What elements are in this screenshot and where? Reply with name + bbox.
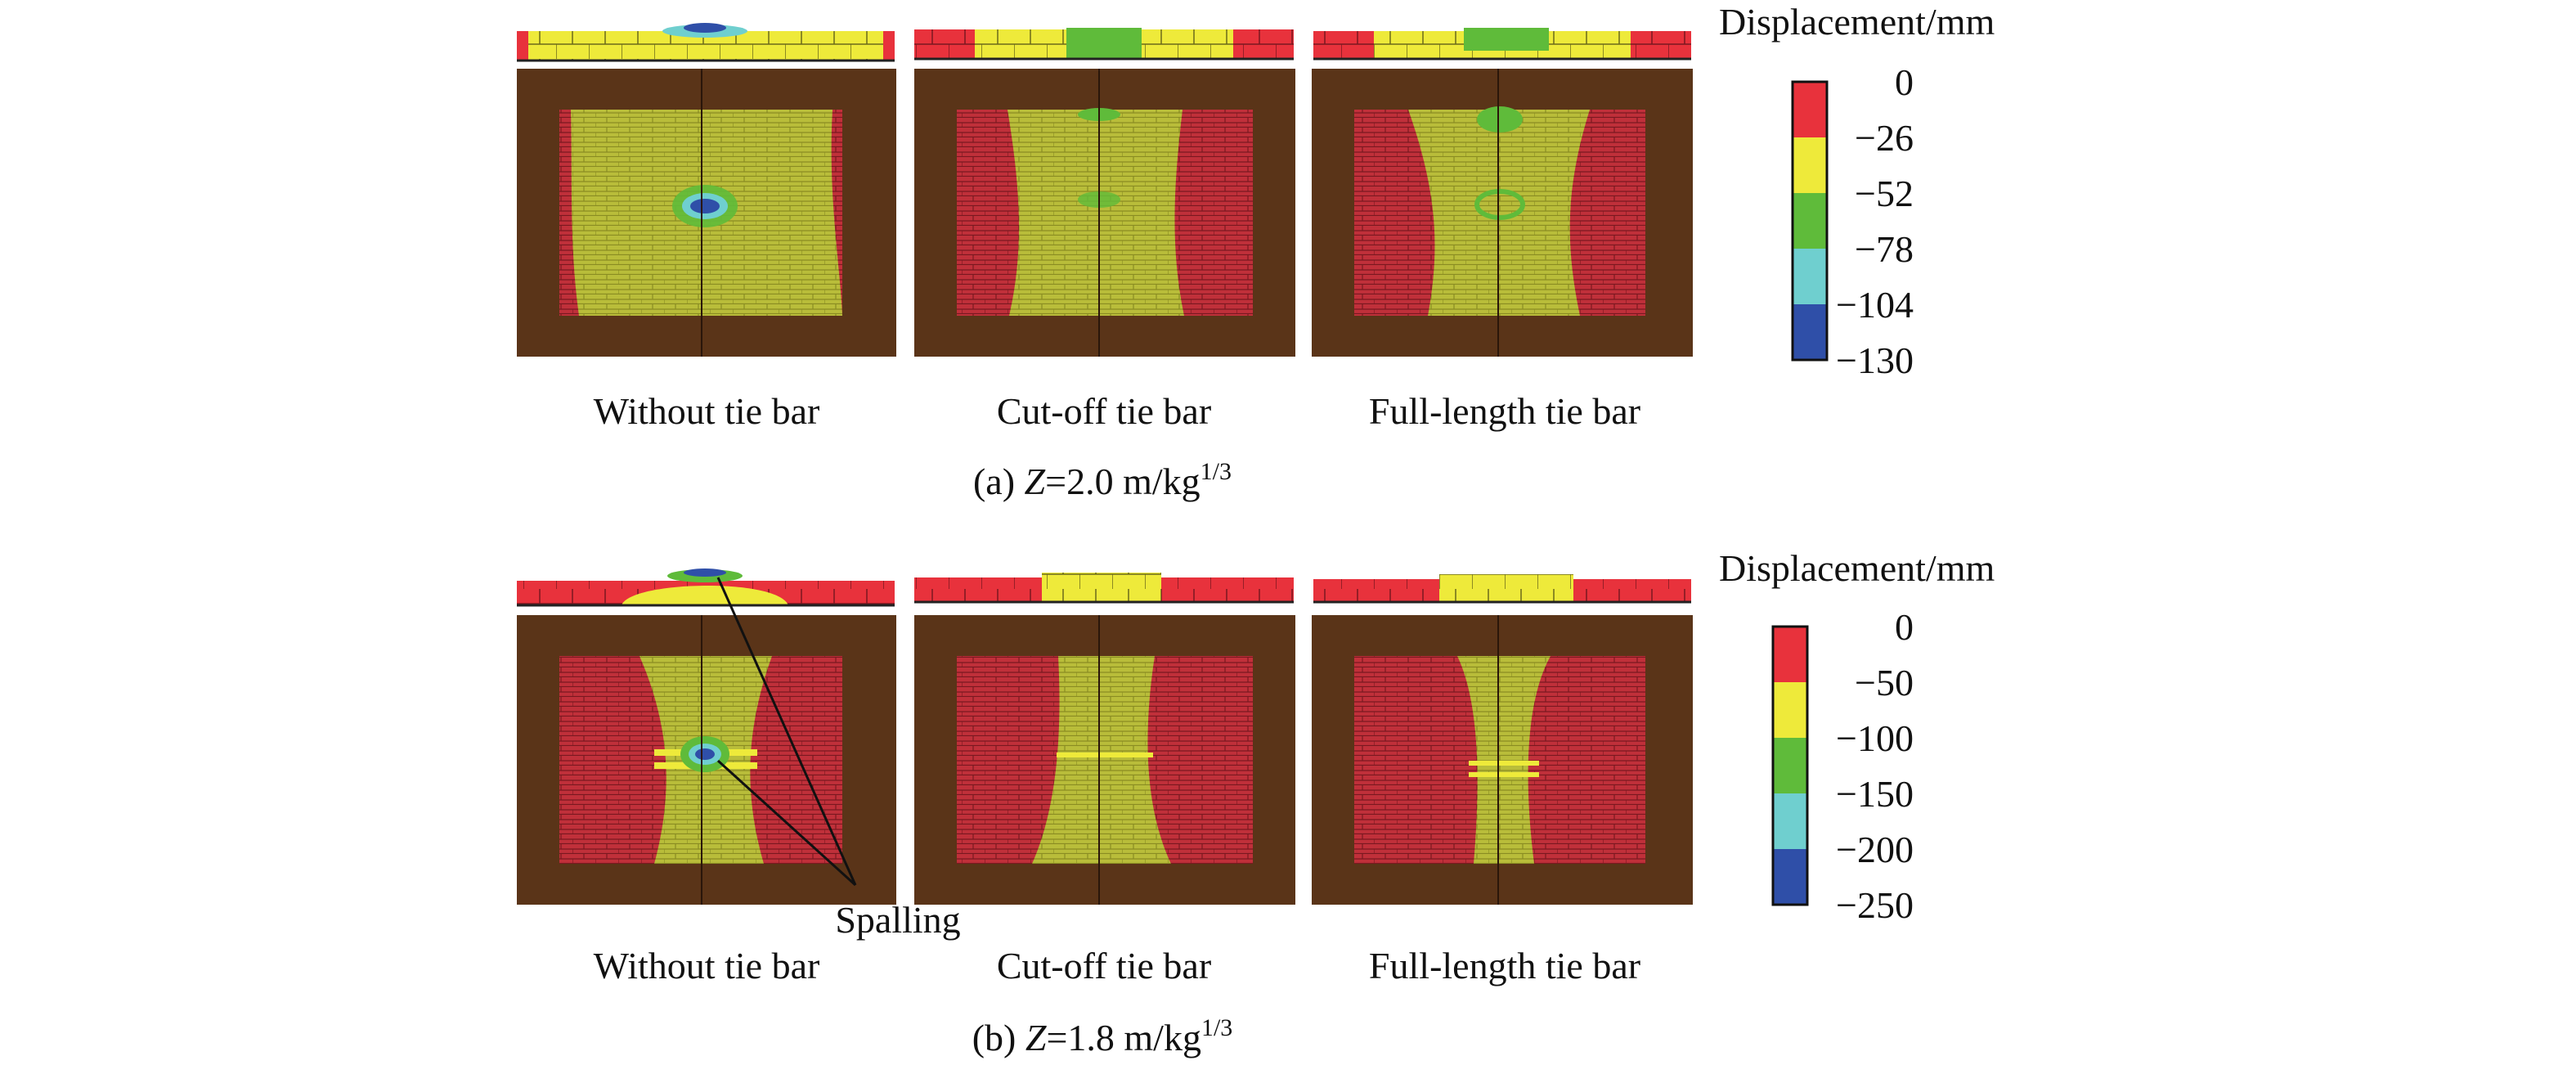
wall-a1: [517, 69, 896, 357]
legend-a-val-4: −104: [1836, 284, 1914, 326]
caption-a: (a) Z=2.0 m/kg1/3: [973, 458, 1232, 502]
legend-b: Displacement/mm 0 −50 −100 −150 −200 −25…: [1719, 547, 1995, 926]
wall-b3: [1312, 615, 1693, 905]
strip-a1: [517, 23, 895, 62]
legend-b-val-3: −150: [1836, 773, 1914, 815]
spalling-label: Spalling: [835, 899, 960, 941]
legend-a-val-1: −26: [1855, 117, 1914, 159]
legend-title-b: Displacement/mm: [1719, 547, 1995, 589]
strip-b1: [517, 568, 895, 607]
legend-a: Displacement/mm 0 −26 −52 −78 −104 −130: [1719, 1, 1995, 381]
case-label-b1: Without tie bar: [594, 945, 820, 986]
case-label-a3: Full-length tie bar: [1369, 390, 1640, 432]
strip-b2: [914, 573, 1294, 604]
legend-a-val-5: −130: [1836, 339, 1914, 381]
case-label-a2: Cut-off tie bar: [997, 390, 1211, 432]
legend-b-val-0: 0: [1895, 606, 1914, 648]
case-label-b3: Full-length tie bar: [1369, 945, 1640, 986]
legend-b-val-5: −250: [1836, 884, 1914, 926]
legend-b-val-1: −50: [1855, 662, 1914, 703]
legend-title-a: Displacement/mm: [1719, 1, 1995, 43]
case-label-a1: Without tie bar: [594, 390, 820, 432]
case-label-b2: Cut-off tie bar: [997, 945, 1211, 986]
legend-a-val-0: 0: [1895, 61, 1914, 103]
spalling-pointer-2: [716, 759, 857, 887]
legend-b-val-4: −200: [1836, 829, 1914, 870]
strip-a2: [914, 28, 1294, 61]
spalling-annotation: Spalling: [716, 577, 961, 941]
spalling-pointer-1: [716, 577, 857, 886]
wall-b2: [914, 615, 1295, 905]
legend-a-val-3: −78: [1855, 228, 1914, 270]
wall-b1: [517, 615, 896, 905]
wall-a2: [914, 69, 1295, 357]
caption-b: (b) Z=1.8 m/kg1/3: [972, 1014, 1233, 1058]
strip-a3: [1313, 28, 1691, 61]
legend-a-val-2: −52: [1855, 173, 1914, 214]
strip-b3: [1313, 574, 1691, 604]
legend-b-val-2: −100: [1836, 717, 1914, 759]
wall-a3: [1312, 69, 1693, 357]
